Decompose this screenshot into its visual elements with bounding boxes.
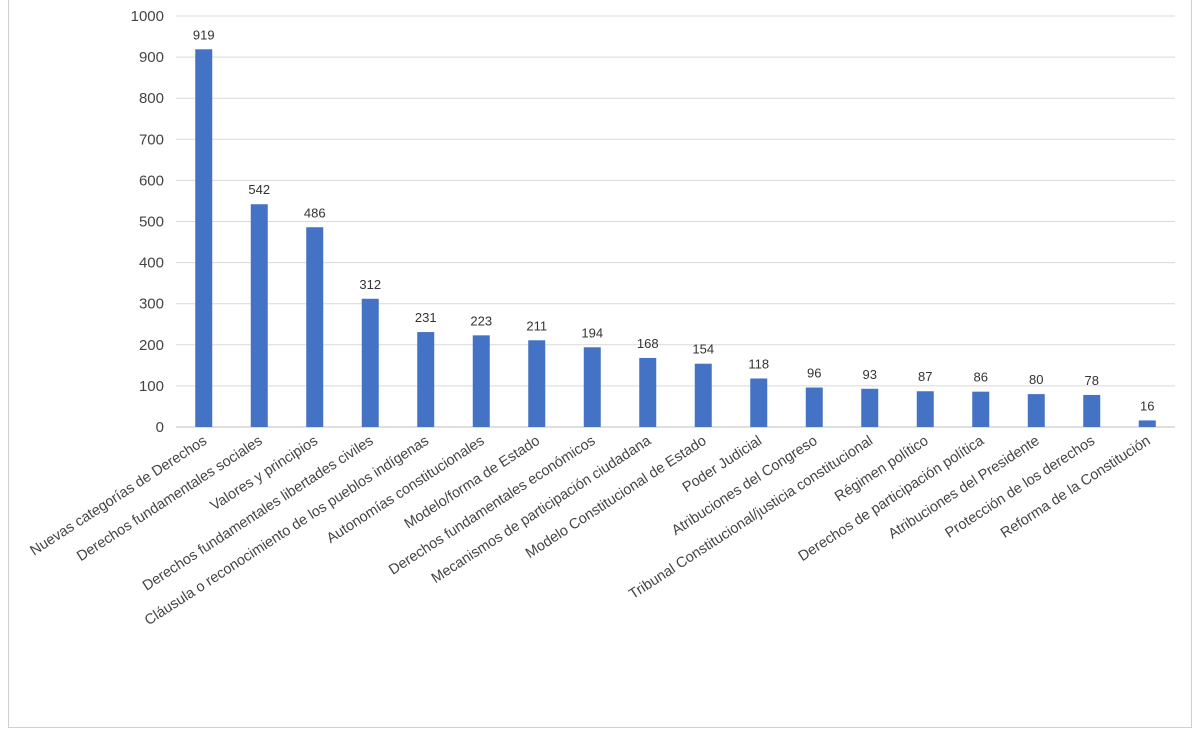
bar (250, 204, 268, 427)
data-label: 154 (692, 342, 714, 357)
y-tick-label: 200 (139, 337, 164, 354)
bar (1027, 394, 1045, 427)
bar (472, 335, 490, 427)
y-tick-label: 1000 (131, 8, 164, 25)
data-label: 96 (807, 366, 821, 381)
data-label: 93 (863, 367, 877, 382)
data-label: 211 (526, 318, 547, 333)
bar (805, 387, 823, 427)
data-label: 118 (748, 357, 769, 372)
bar (417, 332, 435, 427)
data-label: 87 (918, 369, 932, 384)
bar (694, 363, 712, 427)
y-tick-label: 400 (139, 255, 164, 272)
y-tick-label: 0 (156, 419, 164, 436)
bar (528, 340, 546, 427)
bar (195, 49, 213, 427)
bar-chart: 0 100 200 300 400 500 600 700 800 900 1000 919 542 4… (27, 8, 1175, 629)
bar (1083, 394, 1101, 427)
y-axis-ticks: 0 100 200 300 400 500 600 700 800 900 1000 (131, 8, 164, 436)
data-labels: 919 542 486 312 231 223 211 194 168 154 118 96 93 87 8… (193, 27, 1155, 413)
x-tick-label: Régimen político (832, 433, 931, 505)
y-tick-label: 500 (139, 214, 164, 231)
bar (972, 391, 990, 427)
y-tick-label: 800 (139, 90, 164, 107)
bar (750, 378, 768, 427)
y-tick-label: 600 (139, 172, 164, 189)
y-tick-label: 300 (139, 296, 164, 313)
data-label: 542 (248, 182, 270, 197)
y-tick-label: 900 (139, 49, 164, 66)
data-label: 223 (470, 313, 492, 328)
data-label: 194 (581, 325, 603, 340)
bar (861, 388, 879, 427)
bar (361, 298, 379, 427)
y-tick-label: 100 (139, 378, 164, 395)
chart-frame: 0 100 200 300 400 500 600 700 800 900 1000 919 542 4… (8, 0, 1192, 728)
data-label: 16 (1140, 398, 1154, 413)
data-label: 78 (1085, 373, 1099, 388)
bar (583, 347, 601, 427)
bar (639, 357, 657, 427)
bar (306, 227, 324, 427)
data-label: 168 (637, 336, 659, 351)
data-label: 486 (304, 205, 326, 220)
data-label: 86 (974, 370, 988, 385)
data-label: 80 (1029, 372, 1043, 387)
y-tick-label: 700 (139, 131, 164, 148)
bars (195, 49, 1156, 427)
gridlines (176, 15, 1175, 428)
data-label: 231 (415, 310, 437, 325)
bar (1138, 420, 1156, 427)
bar (916, 391, 934, 427)
data-label: 312 (359, 277, 381, 292)
data-label: 919 (193, 27, 215, 42)
